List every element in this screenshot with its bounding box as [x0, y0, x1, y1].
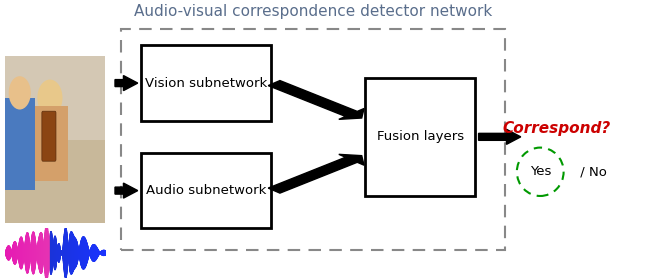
Text: Audio-visual correspondence detector network: Audio-visual correspondence detector net… — [134, 4, 492, 19]
Text: Audio subnetwork: Audio subnetwork — [145, 184, 266, 197]
Polygon shape — [115, 76, 138, 91]
Text: Fusion layers: Fusion layers — [377, 130, 464, 143]
FancyBboxPatch shape — [141, 46, 271, 121]
Text: Yes: Yes — [529, 165, 551, 178]
FancyBboxPatch shape — [365, 78, 475, 196]
Text: Vision subnetwork: Vision subnetwork — [145, 76, 267, 90]
Polygon shape — [479, 129, 521, 144]
Polygon shape — [268, 81, 364, 119]
Text: / No: / No — [576, 165, 607, 178]
Polygon shape — [115, 183, 138, 198]
FancyBboxPatch shape — [141, 153, 271, 228]
Polygon shape — [268, 154, 364, 193]
Text: Correspond?: Correspond? — [502, 121, 611, 136]
